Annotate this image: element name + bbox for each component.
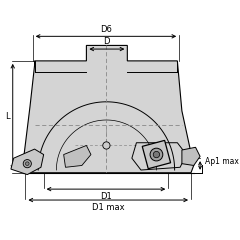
Polygon shape [142, 140, 171, 169]
Circle shape [23, 160, 31, 168]
Text: D: D [104, 37, 110, 46]
Polygon shape [182, 147, 200, 165]
Circle shape [150, 148, 163, 161]
Text: D6: D6 [100, 24, 112, 34]
Text: Ap1 max: Ap1 max [205, 157, 239, 166]
Polygon shape [11, 149, 44, 174]
Circle shape [25, 162, 29, 165]
Circle shape [153, 151, 160, 158]
Text: D1: D1 [100, 192, 112, 201]
Polygon shape [64, 145, 91, 167]
Circle shape [103, 142, 110, 149]
Text: L: L [5, 112, 10, 121]
Polygon shape [23, 45, 194, 173]
Text: D1 max: D1 max [92, 203, 125, 212]
